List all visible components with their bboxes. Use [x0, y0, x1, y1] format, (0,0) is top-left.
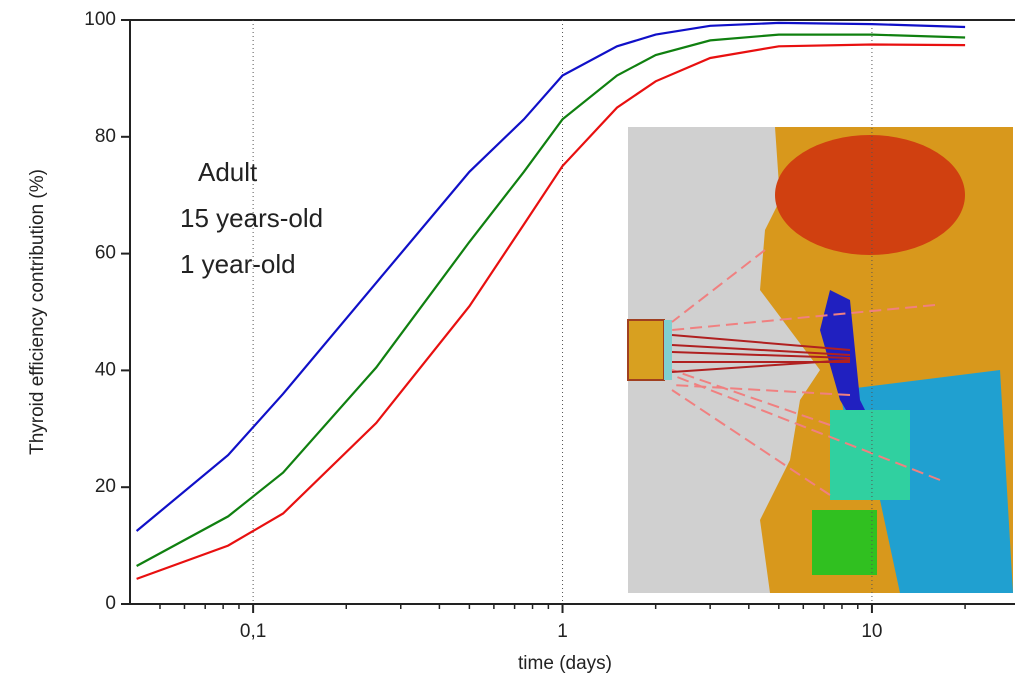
y-tick-label: 100: [84, 9, 116, 30]
series-line: [136, 43, 966, 580]
y-tick-label: 40: [95, 359, 116, 380]
x-axis-title: time (days): [518, 653, 612, 674]
y-tick-label: 60: [95, 243, 116, 264]
x-tick-label: 0,1: [240, 621, 266, 642]
y-tick-label: 0: [105, 593, 116, 614]
x-tick-label: 10: [861, 621, 882, 642]
legend-label: 15 years-old: [180, 203, 323, 233]
inset-image: [627, 127, 1013, 593]
series-line: [135, 21, 966, 532]
legend-label: 1 year-old: [180, 249, 296, 279]
series-line: [136, 33, 966, 567]
y-tick-label: 80: [95, 126, 116, 147]
y-tick-label: 20: [95, 476, 116, 497]
y-axis-title: Thyroid efficiency contribution (%): [27, 169, 48, 455]
legend-label: Adult: [198, 157, 258, 187]
x-tick-label: 1: [557, 621, 568, 642]
